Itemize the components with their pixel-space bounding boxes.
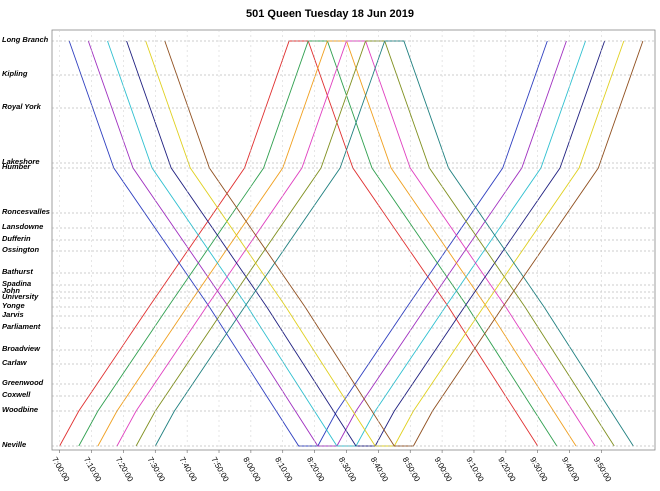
trip-line (68, 40, 548, 447)
plot-area (59, 40, 644, 447)
trip-line (145, 40, 625, 447)
y-tick-label: Kipling (2, 69, 28, 78)
y-tick-label: Bathurst (2, 267, 33, 276)
trip-line (116, 40, 596, 447)
x-tick-label: 9:50:00 (592, 456, 613, 484)
y-tick-label: John (2, 286, 20, 295)
y-tick-label: Woodbine (2, 405, 38, 414)
x-tick-label: 8:30:00 (337, 456, 358, 484)
x-tick-label: 7:20:00 (114, 456, 135, 484)
x-tick-label: 7:40:00 (178, 456, 199, 484)
y-tick-label: University (2, 292, 39, 301)
x-tick-label: 8:20:00 (305, 456, 326, 484)
trip-line (78, 40, 558, 447)
y-tick-label: Spadina (2, 279, 31, 288)
trip-line (97, 40, 577, 447)
y-tick-label: Roncesvalles (2, 207, 50, 216)
y-tick-label: Humber (2, 162, 31, 171)
y-tick-label: Broadview (2, 344, 41, 353)
y-tick-label: Neville (2, 440, 26, 449)
y-tick-label: Carlaw (2, 358, 28, 367)
y-tick-label: Long Branch (2, 35, 49, 44)
trip-line (135, 40, 615, 447)
trip-line (154, 40, 634, 447)
y-tick-label: Coxwell (2, 390, 31, 399)
y-tick-label: Yonge (2, 301, 25, 310)
y-tick-label: Dufferin (2, 234, 31, 243)
x-tick-label: 7:30:00 (146, 456, 167, 484)
x-tick-label: 9:10:00 (464, 456, 485, 484)
x-tick-label: 9:30:00 (528, 456, 549, 484)
x-tick-label: 8:40:00 (369, 456, 390, 484)
x-tick-label: 8:10:00 (273, 456, 294, 484)
y-tick-label: Lakeshore (2, 157, 40, 166)
x-tick-label: 7:50:00 (209, 456, 230, 484)
x-tick-label: 9:40:00 (560, 456, 581, 484)
y-tick-label: Jarvis (2, 310, 24, 319)
trip-line (126, 40, 606, 447)
trip-line (164, 40, 644, 447)
x-tick-label: 7:10:00 (82, 456, 103, 484)
y-tick-label: Lansdowne (2, 222, 43, 231)
x-tick-label: 9:00:00 (433, 456, 454, 484)
x-tick-label: 8:50:00 (401, 456, 422, 484)
x-tick-label: 7:00:00 (50, 456, 71, 484)
y-tick-label: Ossington (2, 245, 40, 254)
y-tick-label: Greenwood (2, 378, 44, 387)
y-tick-label: Royal York (2, 102, 42, 111)
chart-title: 501 Queen Tuesday 18 Jun 2019 (246, 8, 414, 20)
y-tick-label: Parliament (2, 322, 41, 331)
x-tick-label: 9:20:00 (496, 456, 517, 484)
x-tick-label: 8:00:00 (241, 456, 262, 484)
trip-line (59, 40, 539, 447)
trip-line (87, 40, 567, 447)
